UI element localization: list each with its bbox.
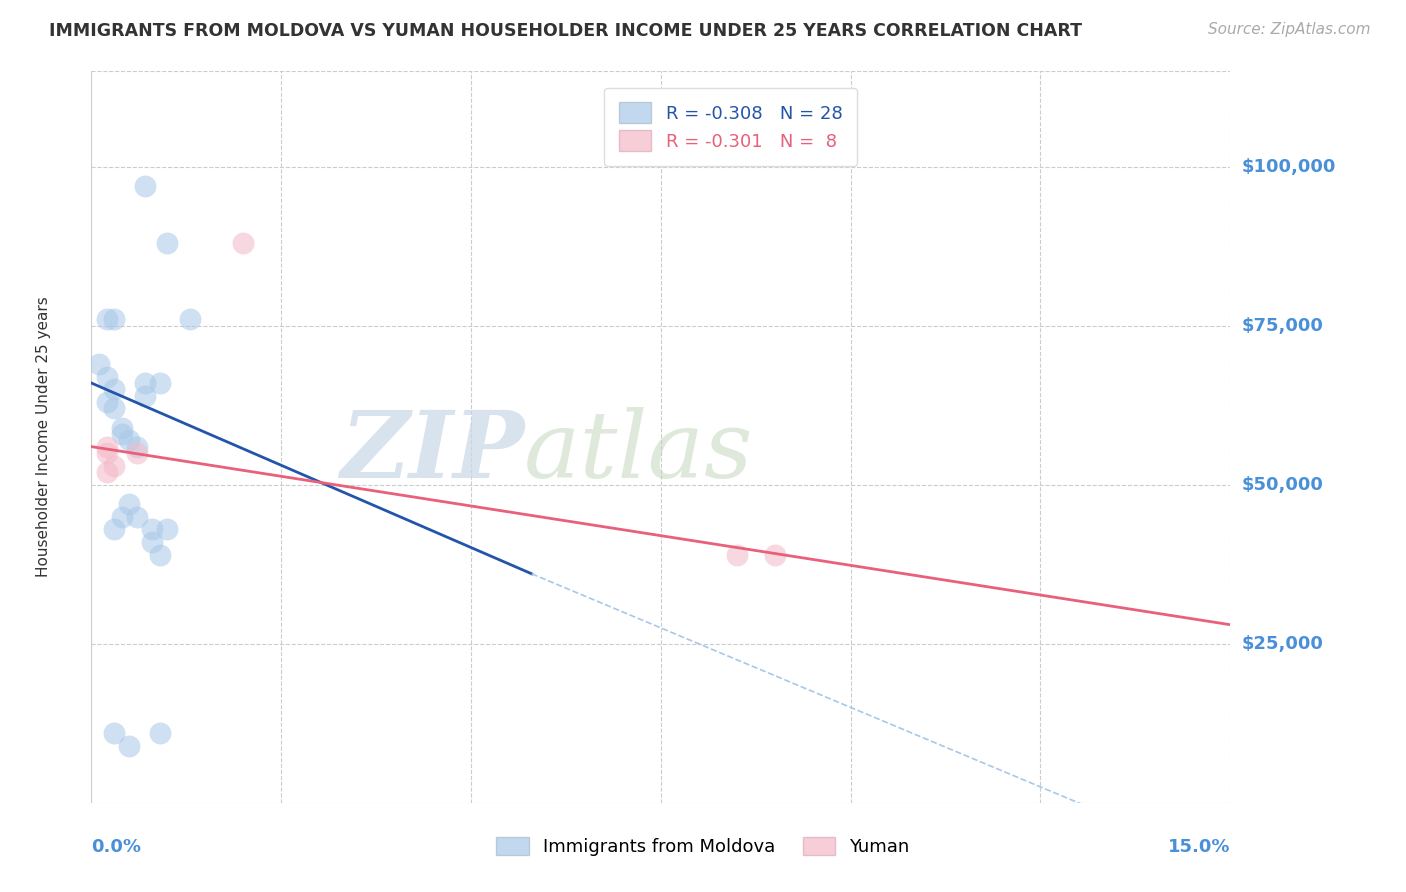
- Point: [156, 236, 179, 251]
- Point: [96, 440, 118, 454]
- Point: [156, 522, 179, 536]
- Legend: Immigrants from Moldova, Yuman: Immigrants from Moldova, Yuman: [488, 828, 918, 865]
- Text: $25,000: $25,000: [1241, 635, 1323, 653]
- Legend: R = -0.308   N = 28, R = -0.301   N =  8: R = -0.308 N = 28, R = -0.301 N = 8: [605, 87, 856, 166]
- Point: [118, 739, 141, 753]
- Text: $75,000: $75,000: [1241, 317, 1323, 334]
- Point: [111, 420, 134, 434]
- Point: [96, 465, 118, 479]
- Point: [96, 369, 118, 384]
- Point: [125, 440, 148, 454]
- Point: [103, 312, 125, 326]
- Point: [763, 548, 786, 562]
- Point: [725, 548, 748, 562]
- Text: ZIP: ZIP: [340, 407, 524, 497]
- Point: [134, 376, 156, 390]
- Point: [118, 497, 141, 511]
- Point: [125, 446, 148, 460]
- Point: [179, 312, 201, 326]
- Point: [118, 434, 141, 448]
- Text: Source: ZipAtlas.com: Source: ZipAtlas.com: [1208, 22, 1371, 37]
- Point: [103, 726, 125, 740]
- Point: [87, 357, 110, 371]
- Text: IMMIGRANTS FROM MOLDOVA VS YUMAN HOUSEHOLDER INCOME UNDER 25 YEARS CORRELATION C: IMMIGRANTS FROM MOLDOVA VS YUMAN HOUSEHO…: [49, 22, 1083, 40]
- Point: [111, 426, 134, 441]
- Point: [96, 395, 118, 409]
- Point: [103, 458, 125, 473]
- Point: [134, 389, 156, 403]
- Point: [103, 383, 125, 397]
- Point: [149, 376, 172, 390]
- Point: [232, 236, 254, 251]
- Text: $100,000: $100,000: [1241, 158, 1336, 176]
- Point: [141, 522, 163, 536]
- Point: [134, 178, 156, 193]
- Text: 0.0%: 0.0%: [91, 838, 142, 855]
- Point: [141, 535, 163, 549]
- Point: [96, 312, 118, 326]
- Text: 15.0%: 15.0%: [1168, 838, 1230, 855]
- Text: Householder Income Under 25 years: Householder Income Under 25 years: [37, 297, 51, 577]
- Point: [103, 522, 125, 536]
- Point: [96, 446, 118, 460]
- Point: [111, 509, 134, 524]
- Text: $50,000: $50,000: [1241, 475, 1323, 494]
- Text: atlas: atlas: [524, 407, 754, 497]
- Point: [125, 509, 148, 524]
- Point: [103, 401, 125, 416]
- Point: [149, 726, 172, 740]
- Point: [149, 548, 172, 562]
